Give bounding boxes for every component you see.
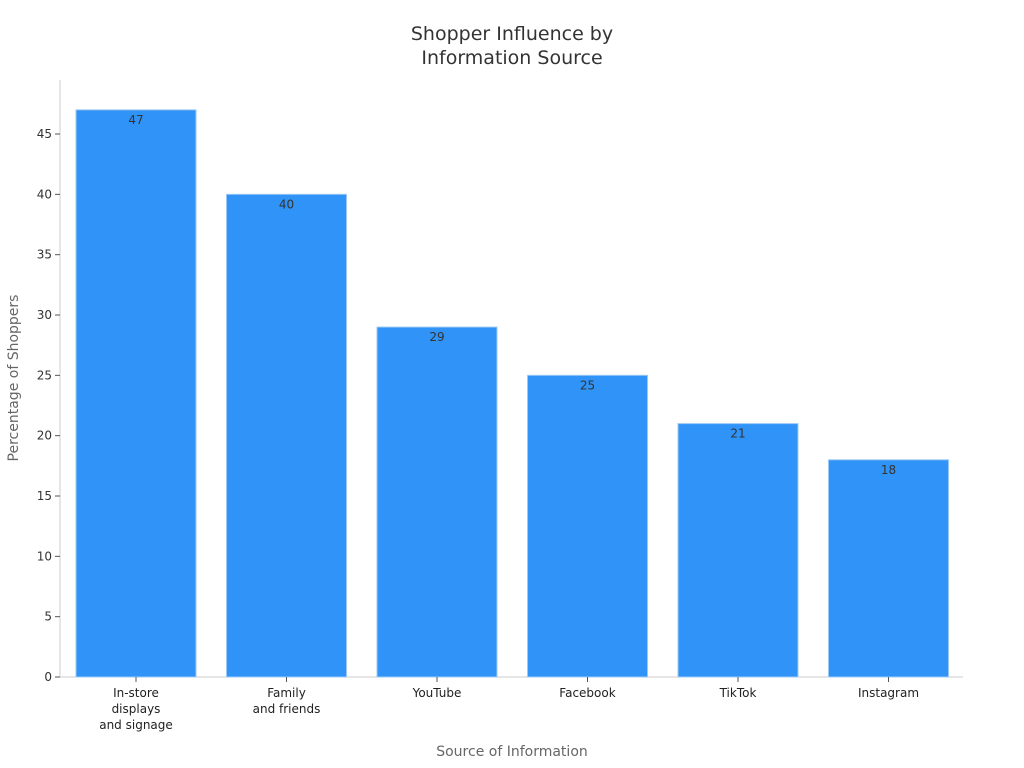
y-tick-label: 20 [37, 429, 52, 443]
x-tick-label-line: In-store [113, 686, 159, 700]
y-tick-label: 10 [37, 549, 52, 563]
data-label: 47 [128, 113, 143, 127]
y-tick-label: 45 [37, 127, 52, 141]
y-tick-label: 40 [37, 187, 52, 201]
y-tick-label: 30 [37, 308, 52, 322]
bar [828, 459, 949, 678]
x-tick-label: In-store displays and signage [99, 686, 173, 732]
x-tick-label-line: Instagram [858, 686, 919, 700]
data-label: 29 [429, 330, 444, 344]
x-tick-label: Instagram [858, 686, 919, 700]
chart-title: Shopper Influence by Information Source [411, 23, 613, 69]
x-tick-label: YouTube [412, 686, 462, 700]
x-tick-label-line: Family [267, 686, 306, 700]
x-tick-label: TikTok [719, 686, 757, 700]
x-tick-label: Family and friends [253, 686, 321, 716]
x-axis-label: Source of Information [436, 744, 588, 760]
x-tick-label-line: and signage [99, 718, 173, 732]
bar [75, 109, 197, 678]
bar [527, 374, 648, 678]
y-tick-label: 25 [37, 368, 52, 382]
data-label: 18 [881, 463, 896, 477]
y-tick-label: 5 [44, 610, 52, 624]
chart-title-line: Information Source [421, 47, 602, 69]
chart-title-line: Shopper Influence by [411, 23, 613, 45]
data-label: 21 [730, 427, 745, 441]
y-tick-label: 15 [37, 489, 52, 503]
data-label: 40 [279, 197, 294, 211]
x-tick-label-line: Facebook [559, 686, 615, 700]
x-tick-label-line: and friends [253, 702, 321, 716]
x-tick-label: Facebook [559, 686, 615, 700]
y-tick-label: 35 [37, 248, 52, 262]
bar [226, 193, 347, 678]
x-tick-label-line: TikTok [719, 686, 757, 700]
y-tick-label: 0 [44, 670, 52, 684]
bar [376, 326, 498, 678]
bar [677, 423, 799, 678]
data-label: 25 [580, 378, 595, 392]
x-tick-label-line: YouTube [412, 686, 462, 700]
y-axis-label: Percentage of Shoppers [6, 295, 22, 462]
x-tick-label-line: displays [112, 702, 161, 716]
